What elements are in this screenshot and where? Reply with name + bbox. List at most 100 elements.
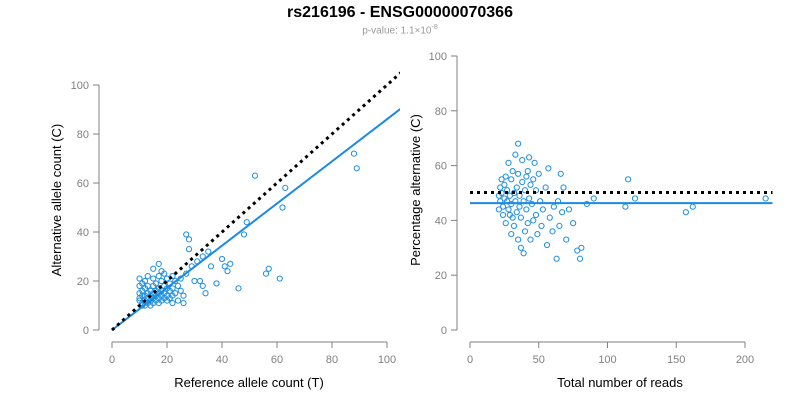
data-point [515, 140, 522, 147]
data-point [526, 195, 533, 202]
data-point [202, 290, 209, 297]
data-point [499, 203, 507, 210]
data-point [538, 222, 545, 229]
data-point [527, 181, 534, 188]
left-scatter-chart: 0 20 40 60 80 100 0 20 40 60 80 100 Reference allele… [49, 71, 400, 390]
data-point [576, 255, 584, 262]
data-point [152, 280, 160, 287]
data-point [172, 277, 179, 285]
data-point [560, 184, 567, 191]
data-point [235, 285, 242, 292]
right-scatter-chart: 0 50 100 150 200 0 20 40 60 80 100 Total number of … [408, 51, 773, 390]
data-point [682, 209, 689, 216]
y-tick-label: 60 [77, 178, 89, 190]
data-point [502, 220, 509, 227]
data-point [556, 222, 563, 229]
data-point [510, 222, 518, 229]
data-point [689, 203, 696, 210]
data-point [516, 203, 523, 210]
figure-title: rs216196 - ENSG00000070366 [287, 4, 513, 21]
y-tick-label: 0 [83, 325, 89, 337]
data-point [513, 184, 520, 191]
data-point [183, 231, 190, 238]
data-point [501, 181, 508, 188]
data-point [550, 203, 557, 210]
y-tick-label: 80 [435, 106, 447, 118]
data-point [502, 173, 509, 180]
data-point [515, 170, 522, 177]
data-point [512, 151, 519, 158]
data-point [574, 247, 581, 254]
y-tick-label: 80 [77, 129, 89, 141]
x-tick-label: 150 [667, 354, 685, 366]
data-point [519, 178, 526, 186]
data-point [531, 159, 538, 166]
data-point [542, 184, 549, 191]
x-tick-label: 80 [326, 354, 338, 366]
data-point [532, 211, 540, 219]
data-point [251, 172, 259, 179]
y-axis-title: Alternative allele count (C) [49, 124, 64, 276]
data-point [578, 244, 585, 251]
data-point [521, 228, 529, 235]
pvalue-text: p-value: 1.1×10 [362, 25, 432, 37]
data-point [523, 206, 530, 213]
data-point [553, 255, 560, 262]
data-point [534, 231, 541, 238]
data-point [191, 277, 198, 285]
data-point [509, 167, 516, 175]
data-point [509, 214, 516, 221]
data-point [136, 275, 143, 282]
data-point [631, 195, 639, 202]
data-point [282, 184, 289, 191]
data-point [180, 292, 187, 299]
data-point [183, 270, 190, 277]
data-point [505, 159, 512, 166]
x-axis-title: Total number of reads [557, 375, 683, 390]
data-point [521, 187, 529, 194]
data-point [265, 265, 272, 272]
data-point [495, 206, 502, 213]
x-tick-label: 100 [378, 354, 396, 366]
data-point [224, 268, 231, 275]
data-point [199, 253, 206, 260]
data-point [141, 277, 149, 285]
data-point [519, 157, 526, 164]
data-point [546, 214, 553, 221]
data-point [530, 217, 537, 224]
data-point [155, 273, 162, 280]
data-point [279, 204, 286, 211]
data-point [161, 270, 168, 277]
data-point [510, 189, 518, 197]
data-point [499, 211, 507, 219]
data-point [524, 167, 531, 175]
data-point [243, 219, 250, 226]
x-tick-label: 20 [161, 354, 173, 366]
data-point [169, 285, 176, 292]
data-point [497, 184, 504, 191]
data-point [498, 176, 505, 183]
data-point [276, 275, 283, 282]
data-point [144, 273, 151, 280]
figure-subtitle: p-value: 1.1×10-8 [0, 24, 800, 36]
x-tick-label: 200 [736, 354, 754, 366]
data-point [185, 236, 193, 243]
data-point [196, 277, 204, 285]
data-point [539, 206, 546, 213]
data-point [218, 255, 226, 263]
y-tick-label: 100 [429, 51, 447, 63]
data-point [527, 236, 534, 243]
data-point [513, 209, 520, 216]
data-point [622, 203, 629, 210]
data-point [350, 150, 358, 157]
data-point [199, 282, 206, 289]
data-point [570, 220, 577, 227]
data-point [505, 206, 512, 213]
y-tick-label: 20 [77, 276, 89, 288]
y-tick-label: 20 [435, 270, 447, 282]
data-point [530, 176, 537, 183]
x-tick-label: 0 [109, 354, 115, 366]
data-point [549, 228, 556, 235]
data-point [557, 170, 564, 177]
